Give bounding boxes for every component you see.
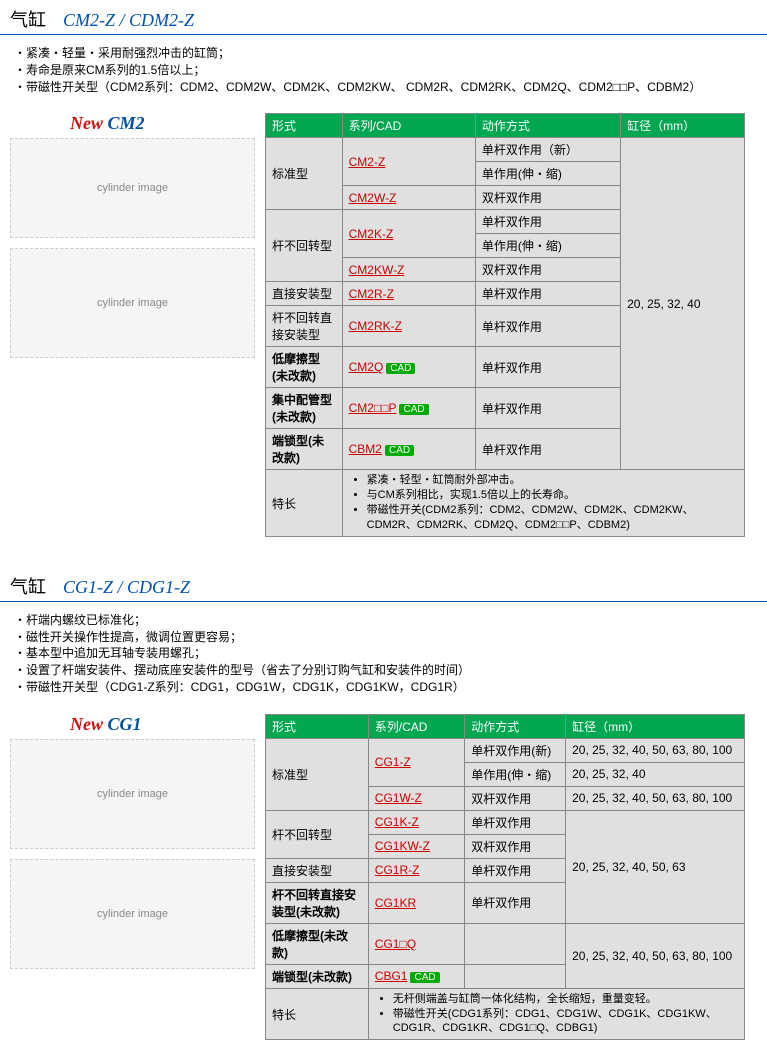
cell-action: 单作用(伸・缩) bbox=[475, 234, 620, 258]
cm2-title-label: 气缸 bbox=[10, 10, 46, 30]
th-form: 形式 bbox=[266, 114, 343, 138]
cad-link[interactable]: CM2Q bbox=[349, 360, 384, 374]
cell-type: 杆不回转直接安装型(未改款) bbox=[266, 882, 369, 923]
cad-link[interactable]: CG1□Q bbox=[375, 937, 416, 951]
cm2-image-2: cylinder image bbox=[10, 248, 255, 358]
cell-feature-label: 特长 bbox=[266, 470, 343, 536]
cm2-image-1: cylinder image bbox=[10, 138, 255, 238]
cg1-image-1: cylinder image bbox=[10, 739, 255, 849]
cg1-bullet: ・基本型中追加无耳轴专装用螺孔； bbox=[14, 645, 757, 662]
cell-action: 单杆双作用 bbox=[465, 858, 566, 882]
cad-link[interactable]: CM2□□P bbox=[349, 401, 397, 415]
cell-type: 端锁型(未改款) bbox=[266, 429, 343, 470]
cell-features: 无杆侧端盖与缸筒一体化结构，全长缩短，重量变轻。 带磁性开关(CDG1系列：CD… bbox=[368, 988, 744, 1040]
cm2-new-label: New CM2 bbox=[0, 113, 265, 134]
cad-link[interactable]: CG1KR bbox=[375, 896, 416, 910]
cell-type: 标准型 bbox=[266, 138, 343, 210]
cg1-title-label: 气缸 bbox=[10, 577, 46, 597]
cad-link[interactable]: CBG1 bbox=[375, 969, 408, 983]
cad-link[interactable]: CM2W-Z bbox=[349, 191, 397, 205]
cell-action: 双杆双作用 bbox=[475, 186, 620, 210]
cad-link[interactable]: CG1-Z bbox=[375, 755, 411, 769]
cg1-bullet: ・设置了杆端安装件、摆动底座安装件的型号（省去了分别订购气缸和安装件的时间） bbox=[14, 662, 757, 679]
cell-action bbox=[465, 923, 566, 964]
cell-type: 低摩擦型(未改款) bbox=[266, 923, 369, 964]
cad-link[interactable]: CM2K-Z bbox=[349, 227, 394, 241]
cell-bore: 20, 25, 32, 40, 50, 63, 80, 100 bbox=[566, 738, 745, 762]
cell-bore: 20, 25, 32, 40 bbox=[566, 762, 745, 786]
cad-link[interactable]: CG1KW-Z bbox=[375, 839, 430, 853]
cell-action: 单杆双作用 bbox=[475, 210, 620, 234]
cell-type: 低摩擦型(未改款) bbox=[266, 347, 343, 388]
cad-link[interactable]: CG1R-Z bbox=[375, 863, 420, 877]
cell-type: 直接安装型 bbox=[266, 282, 343, 306]
cell-action: 单杆双作用 bbox=[475, 347, 620, 388]
cm2-bullet: ・紧凑・轻量・采用耐强烈冲击的缸筒； bbox=[14, 45, 757, 62]
cg1-title-model: CG1-Z / CDG1-Z bbox=[63, 577, 190, 597]
cell-type: 杆不回转直接安装型 bbox=[266, 306, 343, 347]
cell-type: 直接安装型 bbox=[266, 858, 369, 882]
cad-link[interactable]: CM2KW-Z bbox=[349, 263, 405, 277]
cad-link[interactable]: CM2RK-Z bbox=[349, 319, 402, 333]
cad-link[interactable]: CM2R-Z bbox=[349, 287, 394, 301]
cg1-title: 气缸 CG1-Z / CDG1-Z bbox=[0, 567, 767, 602]
cad-link[interactable]: CG1W-Z bbox=[375, 791, 422, 805]
cad-link[interactable]: CM2-Z bbox=[349, 155, 386, 169]
cad-badge: CAD bbox=[385, 445, 414, 456]
cad-link[interactable]: CG1K-Z bbox=[375, 815, 419, 829]
cell-type: 杆不回转型 bbox=[266, 210, 343, 282]
cm2-bullet: ・寿命是原来CM系列的1.5倍以上； bbox=[14, 62, 757, 79]
th-cad: 系列/CAD bbox=[342, 114, 475, 138]
cm2-bullets: ・紧凑・轻量・采用耐强烈冲击的缸筒； ・寿命是原来CM系列的1.5倍以上； ・带… bbox=[0, 45, 767, 113]
cg1-bullet: ・带磁性开关型（CDG1-Z系列：CDG1，CDG1W，CDG1K，CDG1KW… bbox=[14, 679, 757, 696]
cell-action: 单杆双作用 bbox=[475, 388, 620, 429]
cell-action: 单杆双作用 bbox=[475, 282, 620, 306]
cg1-image-column: New CG1 cylinder image cylinder image bbox=[0, 714, 265, 979]
cg1-image-2: cylinder image bbox=[10, 859, 255, 969]
cad-link[interactable]: CBM2 bbox=[349, 442, 382, 456]
cell-action: 单杆双作用 bbox=[475, 429, 620, 470]
th-bore: 缸径（mm） bbox=[566, 714, 745, 738]
cm2-image-column: New CM2 cylinder image cylinder image bbox=[0, 113, 265, 368]
cm2-title-model: CM2-Z / CDM2-Z bbox=[63, 10, 194, 30]
cell-bore: 20, 25, 32, 40, 50, 63 bbox=[566, 810, 745, 923]
th-bore: 缸径（mm） bbox=[621, 114, 745, 138]
cg1-new-label: New CG1 bbox=[0, 714, 265, 735]
cm2-title: 气缸 CM2-Z / CDM2-Z bbox=[0, 0, 767, 35]
cell-action: 双杆双作用 bbox=[475, 258, 620, 282]
cad-badge: CAD bbox=[386, 363, 415, 374]
cad-badge: CAD bbox=[399, 404, 428, 415]
cm2-bullet: ・带磁性开关型（CDM2系列：CDM2、CDM2W、CDM2K、CDM2KW、 … bbox=[14, 79, 757, 96]
cell-type: 杆不回转型 bbox=[266, 810, 369, 858]
cell-bore: 20, 25, 32, 40 bbox=[621, 138, 745, 470]
cm2-table: 形式 系列/CAD 动作方式 缸径（mm） 标准型 CM2-Z 单杆双作用（新）… bbox=[265, 113, 745, 536]
cell-type: 标准型 bbox=[266, 738, 369, 810]
cell-action: 单作用(伸・缩) bbox=[465, 762, 566, 786]
cell-action: 单作用(伸・缩) bbox=[475, 162, 620, 186]
cell-action: 单杆双作用 bbox=[465, 810, 566, 834]
th-action: 动作方式 bbox=[475, 114, 620, 138]
cell-action: 双杆双作用 bbox=[465, 834, 566, 858]
cell-type: 端锁型(未改款) bbox=[266, 964, 369, 988]
cell-features: 紧凑・轻型・缸筒耐外部冲击。 与CM系列相比，实现1.5倍以上的长寿命。 带磁性… bbox=[342, 470, 744, 536]
cad-badge: CAD bbox=[410, 972, 439, 983]
cg1-bullet: ・杆端内螺纹已标准化； bbox=[14, 612, 757, 629]
th-cad: 系列/CAD bbox=[368, 714, 464, 738]
cell-action: 单杆双作用 bbox=[465, 882, 566, 923]
cg1-bullet: ・磁性开关操作性提高，微调位置更容易； bbox=[14, 629, 757, 646]
cg1-table: 形式 系列/CAD 动作方式 缸径（mm） 标准型 CG1-Z 单杆双作用(新)… bbox=[265, 714, 745, 1040]
th-action: 动作方式 bbox=[465, 714, 566, 738]
cell-bore: 20, 25, 32, 40, 50, 63, 80, 100 bbox=[566, 786, 745, 810]
cell-action: 单杆双作用(新) bbox=[465, 738, 566, 762]
cell-action bbox=[465, 964, 566, 988]
th-form: 形式 bbox=[266, 714, 369, 738]
cell-bore: 20, 25, 32, 40, 50, 63, 80, 100 bbox=[566, 923, 745, 988]
cell-action: 双杆双作用 bbox=[465, 786, 566, 810]
cell-feature-label: 特长 bbox=[266, 988, 369, 1040]
cell-action: 单杆双作用（新） bbox=[475, 138, 620, 162]
cell-action: 单杆双作用 bbox=[475, 306, 620, 347]
cell-type: 集中配管型(未改款) bbox=[266, 388, 343, 429]
cg1-bullets: ・杆端内螺纹已标准化； ・磁性开关操作性提高，微调位置更容易； ・基本型中追加无… bbox=[0, 612, 767, 714]
